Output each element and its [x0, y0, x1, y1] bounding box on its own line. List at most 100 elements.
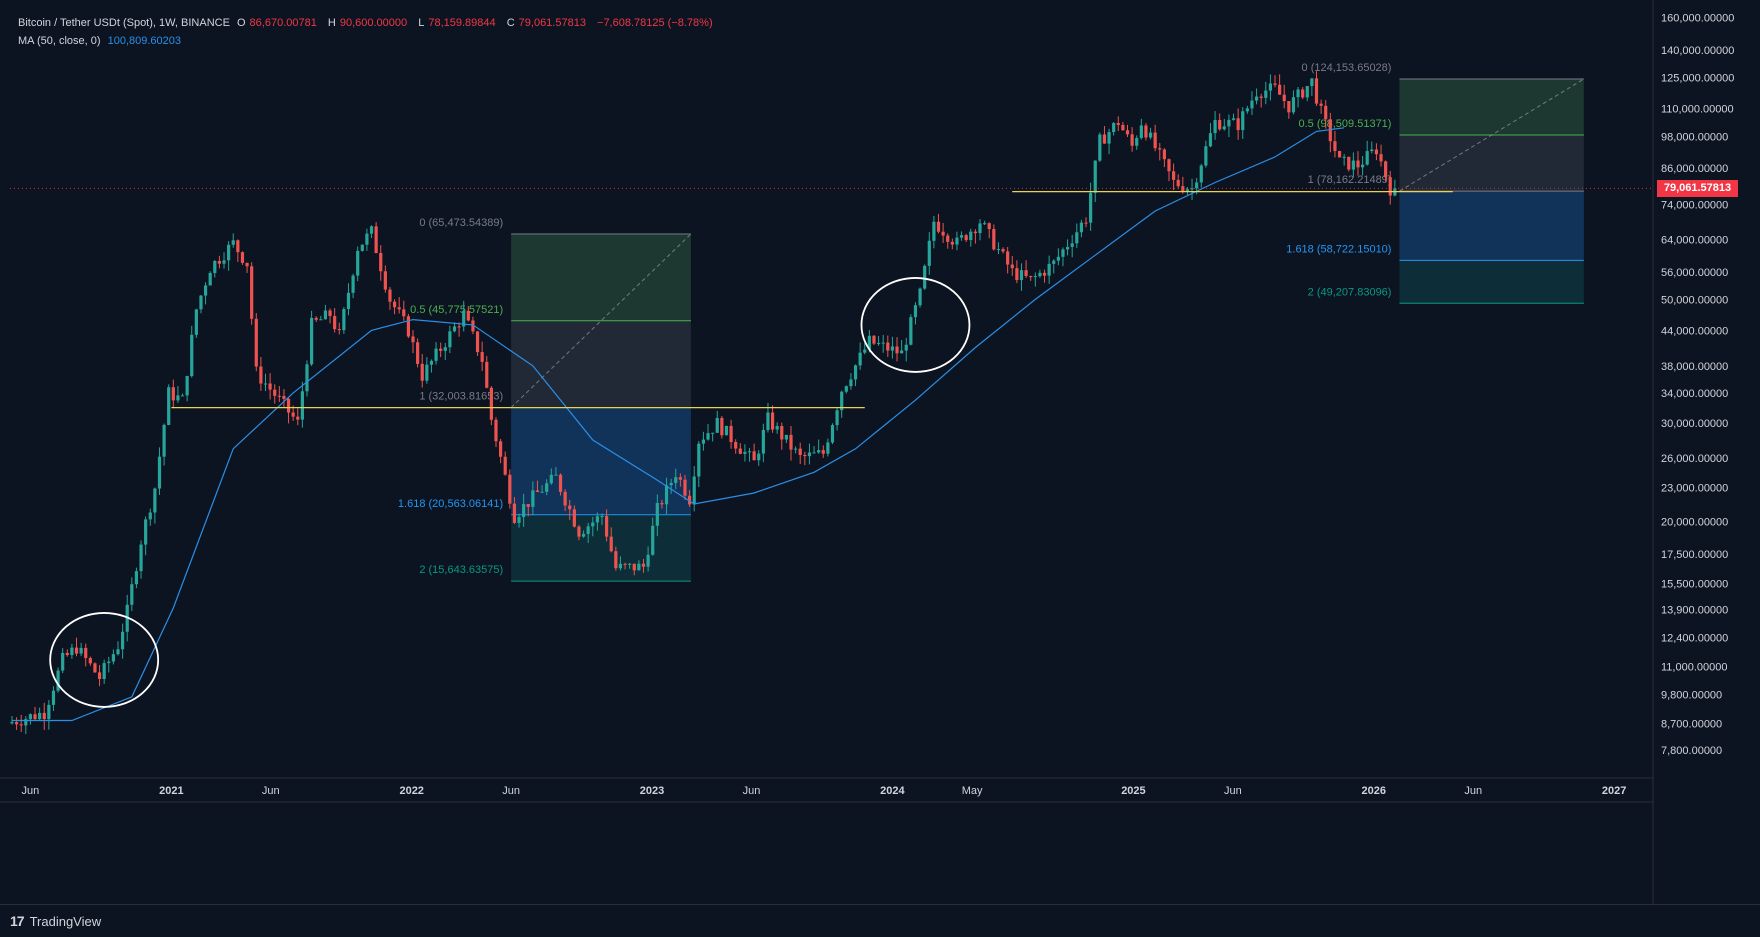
fib-zone-1-0	[1399, 78, 1584, 136]
time-axis-label: 2026	[1362, 785, 1386, 797]
candle-body	[97, 672, 102, 679]
price-axis-label: 44,000.00000	[1661, 325, 1728, 337]
candle-body	[531, 490, 535, 507]
candle-body	[360, 244, 364, 251]
candle-body	[1116, 123, 1120, 125]
price-axis-label: 56,000.00000	[1661, 267, 1728, 279]
candle-body	[157, 456, 162, 489]
candle-body	[116, 649, 120, 655]
candle-body	[111, 654, 115, 662]
candle-body	[849, 379, 853, 387]
candle-body	[1227, 119, 1231, 127]
candle-body	[614, 551, 618, 569]
candle-body	[549, 474, 553, 484]
candle-body	[646, 554, 650, 567]
candle-body	[93, 663, 97, 673]
candle-body	[494, 419, 498, 442]
candle-body	[826, 442, 830, 454]
candle-body	[1176, 179, 1180, 187]
candle-body	[1162, 149, 1166, 160]
candle-body	[632, 563, 636, 571]
symbol-title[interactable]: Bitcoin / Tether USDt (Spot), 1W, BINANC…	[18, 17, 230, 29]
candle-body	[466, 310, 470, 321]
candle-body	[545, 483, 549, 492]
candle-body	[1360, 164, 1365, 168]
candle-body	[1121, 124, 1125, 131]
candle-body	[1047, 263, 1051, 276]
candle-body	[595, 516, 599, 523]
candle-body	[388, 289, 392, 302]
candle-body	[1236, 118, 1240, 131]
candle-body	[904, 344, 908, 351]
candle-body	[1305, 86, 1309, 98]
candle-body	[420, 363, 424, 381]
candle-body	[1015, 268, 1019, 281]
candle-body	[300, 391, 304, 420]
candle-body	[314, 317, 318, 320]
candle-body	[734, 442, 738, 449]
candle-body	[1042, 272, 1047, 276]
open-value: 86,670.00781	[249, 17, 317, 29]
candle-body	[194, 309, 198, 335]
price-axis-label: 17,500.00000	[1661, 549, 1728, 561]
fib-level-label: 0.5 (45,775.57521)	[410, 304, 503, 316]
candle-body	[185, 376, 189, 396]
candle-body	[950, 241, 954, 245]
ma-line	[12, 127, 1345, 722]
candle-body	[1167, 159, 1171, 172]
candle-body	[250, 266, 254, 319]
candle-body	[674, 477, 678, 483]
candle-body	[1328, 119, 1332, 142]
candle-body	[1199, 165, 1203, 183]
candle-body	[641, 563, 646, 567]
candle-body	[1301, 89, 1305, 98]
price-chart[interactable]: 0 (65,473.54389) 0.5 (45,775.57521) 1 (32,…	[0, 0, 1760, 904]
candle-body	[605, 516, 609, 537]
candle-body	[913, 305, 918, 318]
candle-body	[812, 452, 816, 454]
candle-body	[291, 412, 295, 417]
candle-body	[1144, 125, 1148, 138]
tradingview-brand[interactable]: 17 TradingView	[10, 913, 101, 929]
candle-body	[1324, 105, 1328, 120]
candle-body	[1001, 249, 1005, 252]
fib-level-label: 0.5 (98,509.51371)	[1299, 118, 1392, 130]
tradingview-logo-icon: 17	[10, 913, 25, 929]
candle-body	[697, 443, 701, 477]
fib-level-label: 2 (49,207.83096)	[1308, 286, 1392, 298]
indicator-label[interactable]: MA (50, close, 0)	[18, 35, 101, 47]
candle-body	[392, 301, 397, 308]
candle-body	[74, 647, 79, 654]
candle-body	[1314, 78, 1319, 104]
candle-body	[1213, 120, 1217, 134]
candle-body	[1333, 141, 1337, 152]
candle-body	[1231, 118, 1236, 120]
candle-body	[1029, 275, 1033, 278]
candle-body	[927, 240, 931, 266]
candle-body	[1135, 138, 1139, 146]
candle-body	[397, 307, 401, 310]
candle-body	[522, 504, 526, 518]
time-axis-label: Jun	[502, 785, 520, 797]
candle-body	[577, 526, 581, 537]
candle-body	[987, 223, 991, 230]
fib-level-label: 2 (15,643.63575)	[419, 564, 503, 576]
candle-body	[434, 348, 438, 361]
fib-trend-line	[1399, 78, 1585, 192]
candle-body	[558, 474, 563, 492]
candle-body	[406, 316, 411, 337]
candle-body	[245, 262, 249, 267]
fib-level-label: 1 (32,003.81653)	[419, 391, 503, 403]
close-value: 79,061.57813	[518, 17, 586, 29]
candle-body	[780, 426, 784, 440]
candle-body	[1190, 188, 1194, 190]
time-axis-label: 2027	[1602, 785, 1626, 797]
candle-body	[79, 647, 83, 654]
candle-body	[983, 223, 987, 225]
candle-body	[1098, 134, 1102, 161]
time-axis-label: May	[962, 785, 983, 797]
candle-body	[121, 631, 125, 650]
price-axis-label: 38,000.00000	[1661, 361, 1728, 373]
candle-body	[1065, 246, 1070, 250]
